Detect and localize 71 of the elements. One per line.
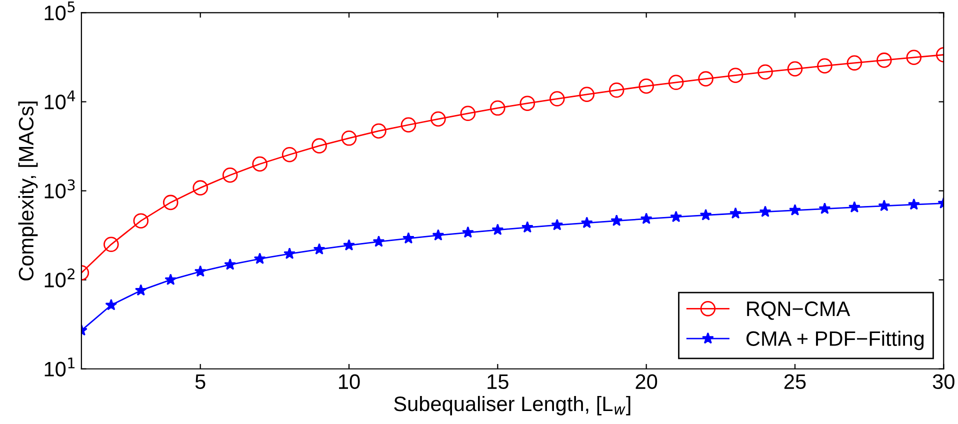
point xyxy=(254,252,266,264)
x-tick-label: 10 xyxy=(339,374,360,390)
point xyxy=(817,58,832,74)
point xyxy=(728,68,744,83)
point xyxy=(104,236,119,252)
point xyxy=(640,212,652,224)
point xyxy=(400,117,416,133)
y-tick-label: 10$^{5}$ xyxy=(44,2,75,20)
point xyxy=(343,239,355,251)
point xyxy=(521,221,534,233)
y-tick-label: 10$^{2}$ xyxy=(44,268,74,288)
point xyxy=(341,130,357,146)
point xyxy=(134,284,147,296)
x-tick-label: 15 xyxy=(488,374,508,390)
point xyxy=(282,146,298,162)
point xyxy=(549,91,565,106)
point xyxy=(224,258,236,270)
x-axis-title: Subequaliser Length, [L$_{w}$] xyxy=(394,396,630,416)
y-tick-label: 10$^{1}$ xyxy=(44,358,75,376)
point xyxy=(759,206,772,218)
point xyxy=(520,96,536,111)
point xyxy=(312,138,327,154)
legend-label: RQN−CMA xyxy=(747,301,850,320)
point xyxy=(580,216,593,228)
y-tick-label: 10$^{4}$ xyxy=(44,90,76,110)
point xyxy=(194,265,206,277)
point xyxy=(730,207,742,219)
point xyxy=(164,274,177,286)
point xyxy=(192,180,208,196)
point xyxy=(162,194,178,210)
point xyxy=(284,248,296,260)
point xyxy=(432,229,444,241)
point xyxy=(610,214,623,226)
point xyxy=(638,78,654,94)
point xyxy=(906,50,922,66)
x-tick-label: 25 xyxy=(784,374,806,390)
point xyxy=(670,210,682,222)
x-tick-label: 30 xyxy=(932,374,954,390)
point xyxy=(848,201,860,213)
legend-label: CMA + PDF−Fitting xyxy=(746,330,924,350)
point xyxy=(462,226,474,238)
point xyxy=(700,208,712,220)
point xyxy=(105,298,118,310)
point xyxy=(787,61,803,77)
point xyxy=(372,235,385,247)
x-tick-label: 5 xyxy=(195,374,206,390)
point xyxy=(252,156,268,172)
point xyxy=(608,82,624,98)
point xyxy=(133,213,149,228)
point xyxy=(313,243,326,255)
point xyxy=(490,100,506,116)
point xyxy=(878,200,890,212)
point xyxy=(551,218,564,230)
point xyxy=(876,52,892,68)
y-axis-title: Complexity, [MACs] xyxy=(18,102,38,280)
point xyxy=(758,64,773,80)
point xyxy=(846,55,862,71)
point xyxy=(579,86,594,102)
point xyxy=(492,224,504,236)
point xyxy=(460,106,476,122)
point xyxy=(668,74,684,90)
x-tick-label: 20 xyxy=(636,374,658,390)
point xyxy=(698,71,714,86)
point xyxy=(430,111,446,127)
point xyxy=(818,202,831,214)
point xyxy=(402,232,414,244)
point xyxy=(788,204,801,216)
point xyxy=(371,123,386,139)
y-tick-label: 10$^{3}$ xyxy=(44,179,75,198)
point xyxy=(908,198,920,210)
point xyxy=(222,167,238,183)
